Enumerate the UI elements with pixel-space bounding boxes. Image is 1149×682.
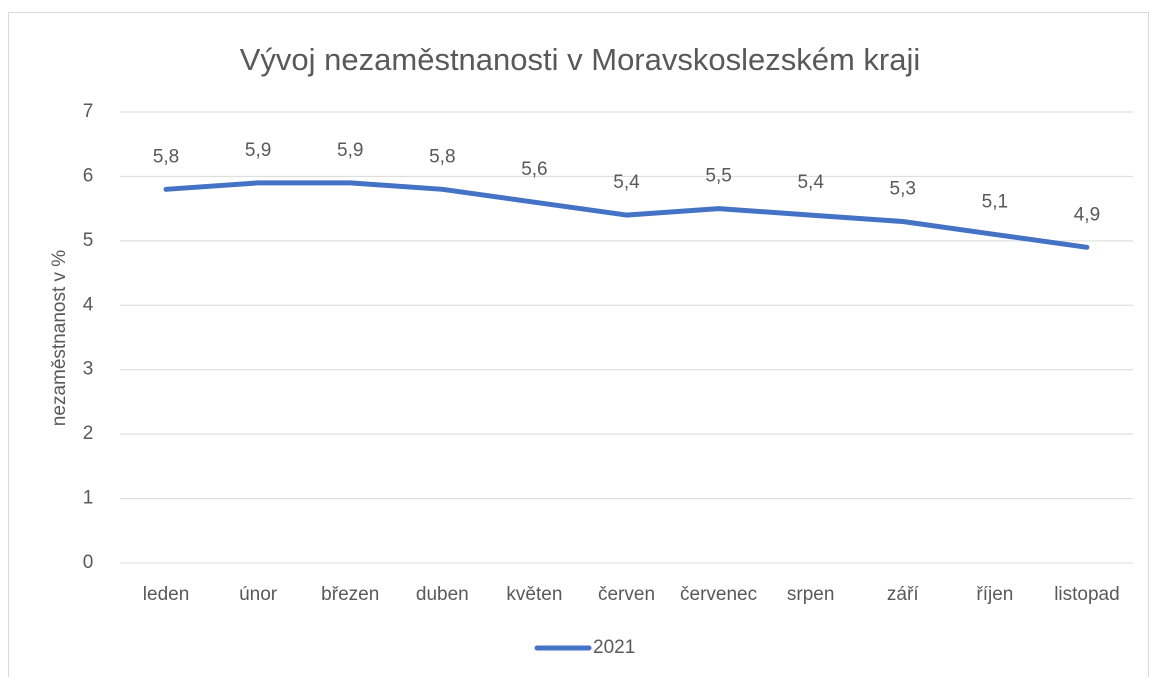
x-tick-label: srpen — [787, 584, 835, 605]
y-tick-label: 7 — [83, 101, 94, 122]
data-label: 5,9 — [337, 140, 363, 161]
x-tick-label: červen — [598, 584, 655, 605]
data-label: 5,8 — [153, 146, 179, 167]
y-tick-label: 2 — [83, 423, 94, 444]
chart-title: Vývoj nezaměstnanosti v Moravskoslezském… — [240, 42, 921, 77]
data-label: 5,5 — [705, 166, 731, 187]
x-tick-label: květen — [506, 584, 562, 605]
x-tick-label: březen — [321, 584, 379, 605]
x-tick-label: duben — [416, 584, 469, 605]
x-tick-label: říjen — [976, 584, 1013, 605]
y-tick-label: 1 — [83, 488, 94, 509]
x-tick-label: leden — [143, 584, 190, 605]
y-tick-label: 6 — [83, 165, 94, 186]
data-label: 5,9 — [245, 140, 271, 161]
line-series — [163, 180, 1090, 250]
data-label: 5,4 — [613, 172, 640, 193]
y-axis-label: nezaměstnanost v % — [49, 250, 70, 426]
x-tick-label: listopad — [1054, 584, 1120, 605]
y-tick-label: 5 — [83, 230, 94, 251]
x-tick-label: září — [887, 584, 919, 605]
y-tick-label: 3 — [83, 359, 94, 380]
legend-label: 2021 — [593, 637, 635, 658]
y-tick-label: 4 — [83, 294, 94, 315]
data-label: 4,9 — [1074, 204, 1100, 225]
y-tick-label: 0 — [83, 552, 94, 573]
x-tick-label: únor — [239, 584, 278, 605]
data-label: 5,1 — [982, 191, 1008, 212]
data-label: 5,4 — [797, 172, 824, 193]
data-label: 5,3 — [890, 179, 916, 200]
data-label: 5,8 — [429, 146, 455, 167]
x-tick-label: červenec — [680, 584, 757, 605]
data-label: 5,6 — [521, 159, 547, 180]
